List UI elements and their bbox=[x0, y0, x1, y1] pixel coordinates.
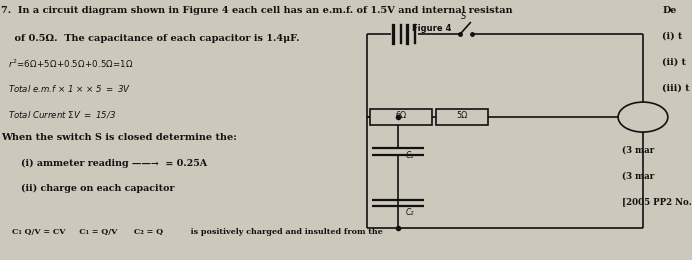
Text: S: S bbox=[461, 12, 466, 21]
Text: Total e.m.f $\times$ 1 $\times$ $\times$ 5 $=$ 3V: Total e.m.f $\times$ 1 $\times$ $\times$… bbox=[8, 83, 131, 94]
Text: (i) ammeter reading ——→  = 0.25A: (i) ammeter reading ——→ = 0.25A bbox=[8, 158, 207, 168]
Text: [2005 PP2 No.: [2005 PP2 No. bbox=[622, 197, 692, 206]
Text: 5Ω: 5Ω bbox=[456, 111, 467, 120]
Text: of 0.5Ω.  The capacitance of each capacitor is 1.4μF.: of 0.5Ω. The capacitance of each capacit… bbox=[1, 34, 299, 43]
Text: (ii) t: (ii) t bbox=[662, 57, 686, 67]
Text: C₁: C₁ bbox=[406, 151, 415, 160]
Text: A: A bbox=[639, 112, 647, 122]
Text: 6Ω: 6Ω bbox=[396, 111, 407, 120]
Text: (3 mar: (3 mar bbox=[622, 171, 655, 180]
Text: When the switch S is closed determine the:: When the switch S is closed determine th… bbox=[1, 133, 237, 142]
Ellipse shape bbox=[618, 102, 668, 132]
Text: C₂: C₂ bbox=[406, 207, 415, 217]
Text: (ii) charge on each capacitor: (ii) charge on each capacitor bbox=[8, 184, 174, 193]
Text: (3 mar: (3 mar bbox=[622, 146, 655, 154]
Text: (iii) t: (iii) t bbox=[662, 83, 690, 93]
FancyBboxPatch shape bbox=[370, 109, 432, 125]
Text: (i) t: (i) t bbox=[662, 32, 683, 41]
Text: Total Current $\Sigma$V $=$ 15/3: Total Current $\Sigma$V $=$ 15/3 bbox=[8, 109, 116, 120]
Text: 7.  In a circuit diagram shown in Figure 4 each cell has an e.m.f. of 1.5V and i: 7. In a circuit diagram shown in Figure … bbox=[1, 6, 512, 15]
Text: $r^2\!=\!6\Omega\!+\!5\Omega\!+\!0.5\Omega\!+\!0.5\Omega\!=\!1\Omega$: $r^2\!=\!6\Omega\!+\!5\Omega\!+\!0.5\Ome… bbox=[8, 57, 133, 70]
Text: De: De bbox=[662, 6, 677, 15]
Text: Figure 4: Figure 4 bbox=[412, 24, 451, 33]
FancyBboxPatch shape bbox=[436, 109, 488, 125]
Text: C₁ Q/V = CV     C₁ = Q/V      C₂ = Q          is positively charged and insulted: C₁ Q/V = CV C₁ = Q/V C₂ = Q is positivel… bbox=[1, 228, 383, 236]
